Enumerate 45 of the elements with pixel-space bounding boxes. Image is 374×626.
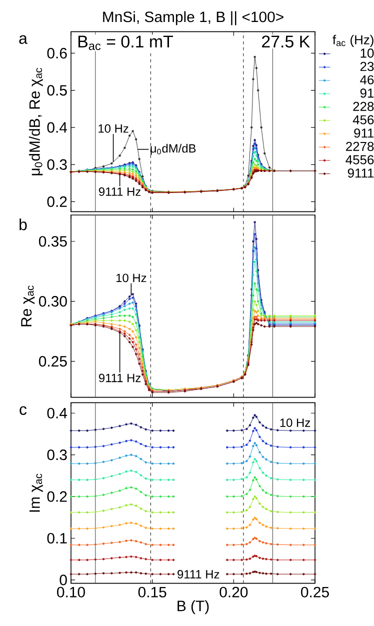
legend-label: 911 [354,128,374,138]
text: a [19,35,28,44]
legend-label: 9111 [348,168,374,178]
annotation: 9111 Hz [98,374,141,382]
x-tick-label: 0.10 [57,586,85,598]
y-tick-label: 0.1 [47,532,67,544]
y-axis-title: Re χ$_{ac}$ [21,286,35,326]
y-tick-label: 0.25 [38,356,67,367]
x-tick-label: 0.25 [301,586,329,598]
annotation: μ$_{0}$dM/dB [150,144,196,155]
text: b [20,218,27,230]
legend-label: 23 [360,62,374,72]
y-tick-label: 0.5 [47,85,67,96]
y-tick-label: 0.35 [38,236,67,247]
legend-label: 228 [353,102,374,112]
annotation: 10 Hz [98,124,128,133]
legend-label: 10 [360,48,374,58]
y-tick-label: 0.2 [47,196,67,207]
annotation: 10 Hz [116,274,146,282]
y-tick-label: 0.2 [47,491,67,502]
y-tick-label: 0.3 [47,450,67,460]
y-tick-label: 0 [60,574,67,586]
legend-label: 456 [352,115,374,124]
y-tick-label: 0.3 [47,159,67,170]
legend-label: 91 [360,88,374,98]
annotation: 10 Hz [280,418,310,427]
legend-label: 2278 [346,142,374,152]
chart-title: MnSi, Sample 1, B || <100> [103,11,284,26]
annotation: 27.5 K [262,36,310,48]
annotation: 9111 Hz [98,187,141,196]
y-axis-title: Im χ$_{ac}$ [29,474,43,512]
annotation: B$_{ac}$ = 0.1 mT [78,36,173,50]
text: c [20,406,27,415]
annotation: 9111 Hz [178,570,220,578]
y-axis-title: μ$_{0}$dM/dB, Re χ$_{ac}$ [28,68,43,176]
y-tick-label: 0.6 [47,48,67,59]
x-tick-label: 0.15 [138,586,166,598]
x-axis-title: B (T) [178,600,209,614]
legend-label: 4556 [346,155,374,164]
y-tick-label: 0.4 [47,122,68,133]
x-tick-label: 0.20 [220,586,248,598]
y-tick-label: 0.4 [47,408,68,418]
legend-title: f$_{ac}$ (Hz) [332,34,374,47]
y-tick-label: 0.30 [38,296,67,307]
legend-label: 46 [360,75,374,84]
